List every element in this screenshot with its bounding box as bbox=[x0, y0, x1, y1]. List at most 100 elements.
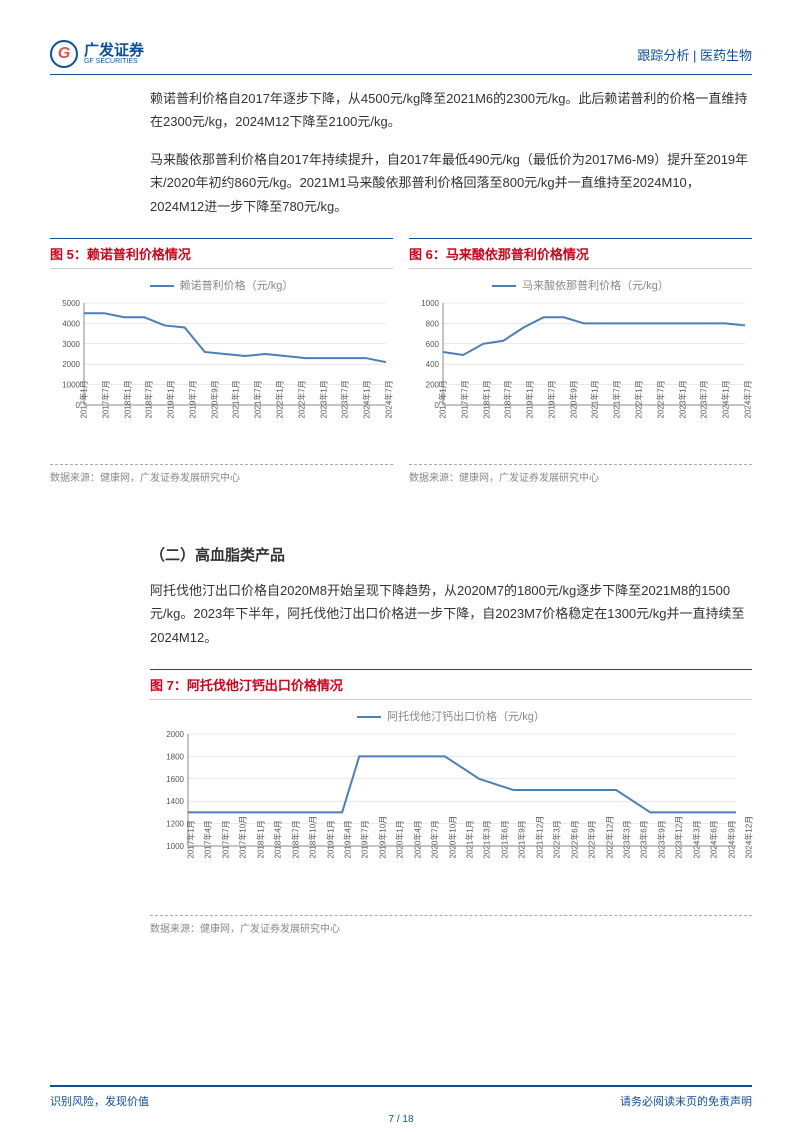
x-tick-label: 2018年7月 bbox=[503, 410, 514, 418]
svg-text:800: 800 bbox=[426, 319, 440, 328]
fig6-legend: 马来酸依那普利价格（元/kg） bbox=[409, 277, 752, 293]
svg-text:1000: 1000 bbox=[166, 842, 184, 850]
x-tick-label: 2021年7月 bbox=[612, 410, 623, 418]
x-tick-label: 2022年3月 bbox=[552, 853, 563, 859]
x-tick-label: 2023年6月 bbox=[639, 853, 650, 859]
x-tick-label: 2021年12月 bbox=[534, 853, 545, 859]
x-tick-label: 2021年9月 bbox=[517, 853, 528, 859]
x-tick-label: 2017年10月 bbox=[238, 853, 249, 859]
x-tick-label: 2017年4月 bbox=[203, 853, 214, 859]
svg-text:1000: 1000 bbox=[62, 381, 80, 390]
svg-text:200: 200 bbox=[426, 381, 440, 390]
x-tick-label: 2018年10月 bbox=[308, 853, 319, 859]
x-tick-label: 2017年1月 bbox=[186, 853, 197, 859]
footer-right: 请务必阅读末页的免责声明 bbox=[620, 1093, 752, 1109]
svg-text:4000: 4000 bbox=[62, 319, 80, 328]
header-category: 跟踪分析 | 医药生物 bbox=[637, 45, 752, 64]
svg-text:2000: 2000 bbox=[62, 360, 80, 369]
x-tick-label: 2023年1月 bbox=[318, 410, 329, 418]
x-tick-label: 2023年9月 bbox=[656, 853, 667, 859]
logo: G 广发证券 GF SECURITIES bbox=[50, 40, 144, 68]
x-tick-label: 2023年3月 bbox=[621, 853, 632, 859]
x-tick-label: 2017年1月 bbox=[79, 410, 90, 418]
fig6-chart-box: 马来酸依那普利价格（元/kg） 02004006008001000 2017年1… bbox=[409, 269, 752, 424]
svg-text:3000: 3000 bbox=[62, 340, 80, 349]
fig6-xlabels: 2017年1月 2017年7月 2018年1月 2018年7月 2019年1月 2019年… bbox=[409, 409, 752, 420]
logo-en: GF SECURITIES bbox=[84, 58, 144, 65]
x-tick-label: 2018年7月 bbox=[290, 853, 301, 859]
svg-text:2000: 2000 bbox=[166, 730, 184, 739]
x-tick-label: 2019年1月 bbox=[525, 410, 536, 418]
page-container: G 广发证券 GF SECURITIES 跟踪分析 | 医药生物 赖诺普利价格自… bbox=[0, 0, 802, 935]
x-tick-label: 2019年10月 bbox=[377, 853, 388, 859]
x-tick-label: 2022年9月 bbox=[587, 853, 598, 859]
fig7-chart-box: 阿托伐他汀钙出口价格（元/kg） 1000 1200 1400 1600 1800 200… bbox=[150, 700, 752, 869]
fig5-xlabels: 2017年1月2017年7月2018年1月2018年7月2019年1月2019年… bbox=[50, 409, 393, 420]
x-tick-label: 2022年12月 bbox=[604, 853, 615, 859]
x-tick-label: 2021年1月 bbox=[590, 410, 601, 418]
page-footer: 识别风险，发现价值 请务必阅读末页的免责声明 bbox=[50, 1085, 752, 1109]
x-tick-label: 2020年9月 bbox=[209, 410, 220, 418]
paragraph-3: 阿托伐他汀出口价格自2020M8开始呈现下降趋势，从2020M7的1800元/k… bbox=[150, 579, 752, 649]
x-tick-label: 2019年7月 bbox=[546, 410, 557, 418]
x-tick-label: 2024年1月 bbox=[721, 410, 732, 418]
svg-text:1200: 1200 bbox=[166, 820, 184, 829]
fig5-source: 数据来源：健康网，广发证券发展研究中心 bbox=[50, 464, 393, 484]
line-icon bbox=[150, 285, 174, 287]
x-tick-label: 2024年1月 bbox=[362, 410, 373, 418]
logo-mark: G bbox=[50, 40, 78, 68]
x-tick-label: 2022年1月 bbox=[634, 410, 645, 418]
x-tick-label: 2019年7月 bbox=[187, 410, 198, 418]
x-tick-label: 2024年12月 bbox=[744, 853, 755, 859]
page-header: G 广发证券 GF SECURITIES 跟踪分析 | 医药生物 bbox=[50, 40, 752, 75]
x-tick-label: 2019年4月 bbox=[342, 853, 353, 859]
section-2-heading: （二）高血脂类产品 bbox=[150, 544, 752, 565]
logo-cn: 广发证券 bbox=[84, 43, 144, 58]
x-tick-label: 2017年7月 bbox=[100, 410, 111, 418]
x-tick-label: 2024年3月 bbox=[691, 853, 702, 859]
x-tick-label: 2021年7月 bbox=[253, 410, 264, 418]
x-tick-label: 2017年7月 bbox=[459, 410, 470, 418]
fig6-source: 数据来源：健康网，广发证券发展研究中心 bbox=[409, 464, 752, 484]
fig5-chart-box: 赖诺普利价格（元/kg） 010002000300040005000 2017年… bbox=[50, 269, 393, 424]
fig6-legend-text: 马来酸依那普利价格（元/kg） bbox=[522, 280, 669, 292]
x-tick-label: 2024年7月 bbox=[383, 410, 394, 418]
x-tick-label: 2022年7月 bbox=[655, 410, 666, 418]
x-tick-label: 2017年1月 bbox=[438, 410, 449, 418]
x-tick-label: 2020年4月 bbox=[412, 853, 423, 859]
x-tick-label: 2023年7月 bbox=[699, 410, 710, 418]
fig6-column: 图 6：马来酸依那普利价格情况 马来酸依那普利价格（元/kg） 02004006… bbox=[409, 238, 752, 484]
fig5-legend: 赖诺普利价格（元/kg） bbox=[50, 277, 393, 293]
svg-text:400: 400 bbox=[426, 360, 440, 369]
fig5-legend-text: 赖诺普利价格（元/kg） bbox=[180, 280, 294, 292]
x-tick-label: 2023年12月 bbox=[674, 853, 685, 859]
x-tick-label: 2024年9月 bbox=[726, 853, 737, 859]
fig7-source: 数据来源：健康网，广发证券发展研究中心 bbox=[150, 915, 752, 935]
footer-left: 识别风险，发现价值 bbox=[50, 1093, 149, 1109]
x-tick-label: 2018年7月 bbox=[144, 410, 155, 418]
x-tick-label: 2022年1月 bbox=[275, 410, 286, 418]
svg-text:1400: 1400 bbox=[166, 797, 184, 806]
x-tick-label: 2020年9月 bbox=[568, 410, 579, 418]
fig5-column: 图 5：赖诺普利价格情况 赖诺普利价格（元/kg） 01000200030004… bbox=[50, 238, 393, 484]
x-tick-label: 2024年6月 bbox=[709, 853, 720, 859]
x-tick-label: 2019年7月 bbox=[360, 853, 371, 859]
paragraph-2: 马来酸依那普利价格自2017年持续提升，自2017年最低490元/kg（最低价为… bbox=[150, 148, 752, 218]
svg-text:600: 600 bbox=[426, 340, 440, 349]
fig7-legend-text: 阿托伐他汀钙出口价格（元/kg） bbox=[387, 711, 545, 723]
logo-text: 广发证券 GF SECURITIES bbox=[84, 43, 144, 65]
x-tick-label: 2018年1月 bbox=[481, 410, 492, 418]
x-tick-label: 2020年1月 bbox=[395, 853, 406, 859]
x-tick-label: 2021年1月 bbox=[231, 410, 242, 418]
charts-row: 图 5：赖诺普利价格情况 赖诺普利价格（元/kg） 01000200030004… bbox=[50, 238, 752, 484]
fig7-xlabels: 2017年1月2017年4月2017年7月2017年10月2018年1月2018… bbox=[150, 850, 752, 861]
x-tick-label: 2021年6月 bbox=[499, 853, 510, 859]
svg-text:1600: 1600 bbox=[166, 775, 184, 784]
svg-text:1000: 1000 bbox=[421, 299, 439, 308]
svg-text:1800: 1800 bbox=[166, 753, 184, 762]
x-tick-label: 2024年7月 bbox=[742, 410, 753, 418]
x-tick-label: 2022年7月 bbox=[296, 410, 307, 418]
fig7-legend: 阿托伐他汀钙出口价格（元/kg） bbox=[150, 708, 752, 724]
line-icon bbox=[357, 716, 381, 718]
line-icon bbox=[492, 285, 516, 287]
